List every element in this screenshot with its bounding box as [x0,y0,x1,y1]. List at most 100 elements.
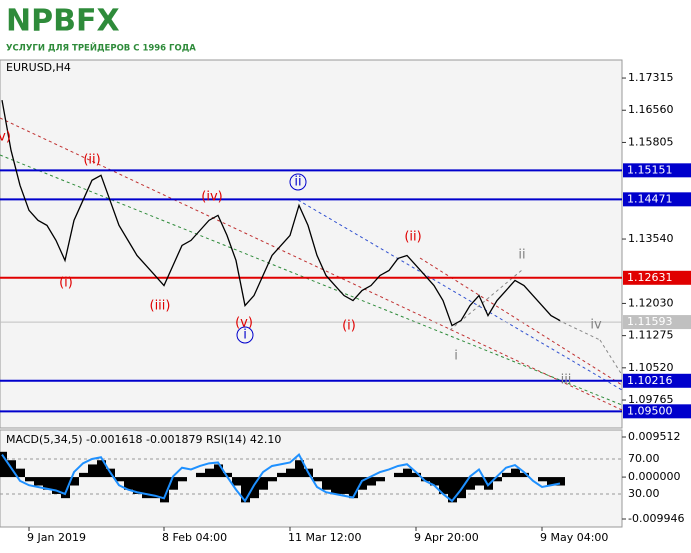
wave-circle [236,326,254,344]
histogram-bar [97,460,106,478]
level-box [623,192,691,207]
histogram-bar [448,477,457,503]
histogram-bar [358,477,367,490]
histogram-bar [79,472,88,478]
level-label: 1.11593 [627,315,673,328]
rsi-line [1,452,561,503]
histogram-bar [475,477,484,486]
price-line [1,99,561,327]
histogram-bar [223,472,232,478]
histogram-bar [547,477,556,486]
histogram-bar [349,477,358,499]
histogram-bar [43,477,52,490]
level-label: 1.09500 [627,404,673,417]
y-tick-label: 1.17315 [628,71,674,84]
price-panel [0,59,623,429]
histogram-bar [439,477,448,494]
x-tick-label: 9 Jan 2019 [27,531,86,544]
wave-label: i [454,349,458,364]
level-box [623,404,691,419]
wave-label: (iv) [201,190,222,205]
histogram-bar [313,477,322,482]
y-tick-label: 1.09765 [628,393,674,406]
histogram-bar [25,477,34,482]
wave-label: ii [518,248,525,263]
y-tick-label: 1.13540 [628,232,674,245]
histogram-bar [160,477,169,503]
histogram-bar [538,477,547,482]
histogram-bar [232,477,241,486]
level-label: 1.15151 [627,163,673,176]
tagline: УСЛУГИ ДЛЯ ТРЕЙДЕРОВ С 1996 ГОДА [6,42,196,54]
histogram-bar [34,477,43,486]
level-box [623,315,691,330]
histogram-bar [295,460,304,478]
histogram-bar [403,468,412,478]
histogram-bar [178,477,187,482]
wave-label: iv [590,318,602,333]
x-tick-label: 9 May 04:00 [540,531,608,544]
histogram-bar [493,477,502,482]
histogram-bar [151,477,160,499]
y-tick-label: 0.009512 [628,430,681,443]
histogram-bar [421,477,430,482]
histogram-bar [367,477,376,486]
histogram-bar [511,468,520,478]
histogram-bar [520,472,529,478]
indicator-title: MACD(5,34,5) -0.001618 -0.001879 RSI(14)… [6,433,281,446]
y-tick-label: -0.009946 [628,512,684,525]
histogram-bar [196,472,205,478]
histogram-bar [340,477,349,494]
level-label: 1.12631 [627,271,673,284]
histogram-bar [277,472,286,478]
histogram-bar [0,451,7,478]
y-tick-label: 0.000000 [628,470,681,483]
logo: NPBFX [6,4,120,39]
histogram-bar [142,477,151,499]
histogram-bar [331,477,340,494]
histogram-bar [412,472,421,478]
histogram-bar [70,477,79,486]
histogram-bar [61,477,70,499]
histogram-bar [466,477,475,490]
histogram-bar [376,477,385,482]
channel-lines [0,117,623,411]
wave-label: (iii) [150,299,171,314]
histogram-bar [241,477,250,503]
histogram-bar [322,477,331,490]
y-tick-label: 1.11275 [628,329,674,342]
level-box [623,270,691,285]
wave-label: ii [294,175,301,190]
histogram-bar [259,477,268,490]
histogram-bar [124,477,133,490]
chart-title: EURUSD,H4 [6,61,71,74]
histogram-bar [169,477,178,490]
histogram-bar [556,477,565,486]
histogram-bar [214,464,223,478]
x-tick-label: 11 Mar 12:00 [288,531,361,544]
histogram-bar [430,477,439,486]
histogram-bar [88,464,97,478]
wave-label: (i) [342,319,356,334]
level-label: 1.14471 [627,192,673,205]
y2-tick-label: 70.00 [628,452,660,465]
y-tick-label: 1.16560 [628,103,674,116]
histogram-bar [268,477,277,482]
histogram-bar [286,468,295,478]
y-tick-label: 1.10520 [628,361,674,374]
histogram-bar [133,477,142,494]
y-tick-label: 1.12030 [628,296,674,309]
wave-label: (v) [235,316,253,331]
histogram-bar [16,468,25,478]
level-box [623,163,691,178]
y-tick-label: 1.15805 [628,135,674,148]
wave-label: iii [561,373,572,388]
histogram-bar [502,472,511,478]
histogram-bar [115,477,124,482]
level-box [623,373,691,388]
x-tick-label: 8 Feb 04:00 [162,531,227,544]
level-label: 1.10216 [627,374,673,387]
wave-label: (v) [0,130,11,145]
x-tick-label: 9 Apr 20:00 [414,531,479,544]
